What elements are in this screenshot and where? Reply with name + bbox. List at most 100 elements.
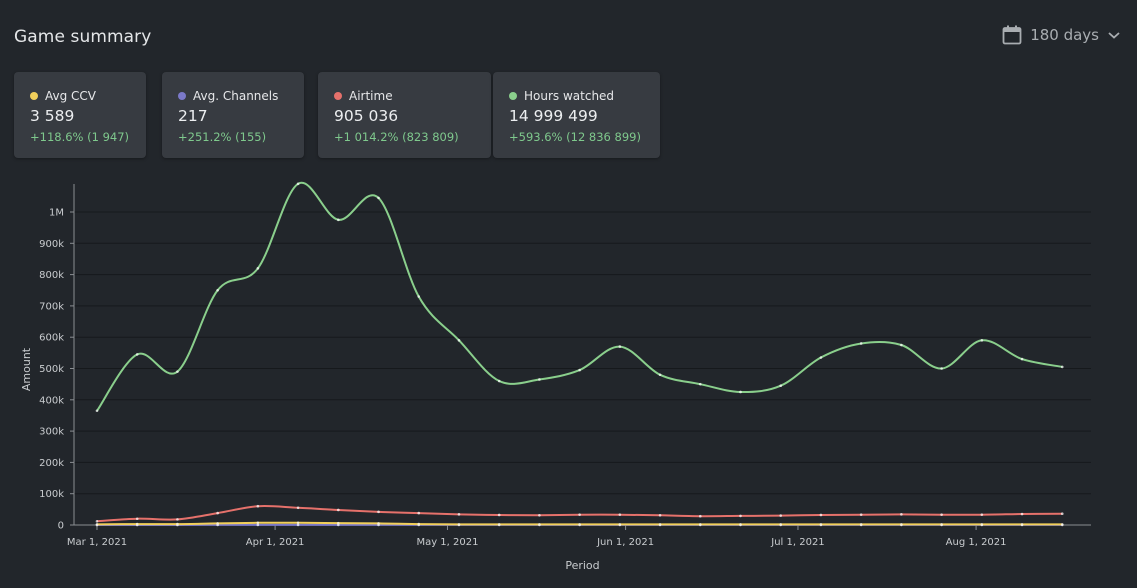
x-tick-label: Jul 1, 2021 <box>770 537 824 548</box>
data-point-airtime <box>135 517 139 521</box>
data-point-avg-ccv <box>578 523 581 526</box>
data-point-avg-ccv <box>658 523 662 526</box>
page-title: Game summary <box>14 27 152 47</box>
series-line-hours-watched <box>96 181 1063 412</box>
y-tick-label: 100k <box>39 489 64 500</box>
data-point-airtime <box>216 511 219 515</box>
data-point-avg-ccv <box>457 523 461 526</box>
airtime-dot <box>334 92 342 100</box>
avg-ccv-dot <box>30 92 38 100</box>
x-tick-label: Mar 1, 2021 <box>67 537 127 548</box>
card-value: 14 999 499 <box>509 107 598 125</box>
data-point-airtime <box>417 511 421 515</box>
data-point-airtime <box>1020 512 1024 516</box>
card-delta: +1 014.2% (823 809) <box>334 130 459 144</box>
data-point-hours-watched <box>1060 365 1064 369</box>
y-tick-label: 200k <box>39 458 64 469</box>
data-point-airtime <box>578 513 581 516</box>
y-tick-label: 1M <box>49 208 64 219</box>
data-point-hours-watched <box>377 196 380 200</box>
data-point-hours-watched <box>618 345 622 348</box>
data-point-avg-ccv <box>859 523 863 526</box>
data-point-airtime <box>739 514 742 518</box>
x-axis-title: Period <box>565 559 599 572</box>
data-point-airtime <box>296 506 300 510</box>
chevron-down-icon <box>1107 30 1121 40</box>
data-point-airtime <box>95 519 99 523</box>
data-point-airtime <box>1060 512 1064 516</box>
y-tick-label: 900k <box>39 239 64 250</box>
data-point-airtime <box>618 513 622 516</box>
data-point-airtime <box>658 513 662 517</box>
data-point-hours-watched <box>497 379 501 383</box>
y-tick-label: 300k <box>39 427 64 438</box>
y-tick-label: 800k <box>39 270 64 281</box>
data-point-hours-watched <box>900 343 903 347</box>
data-point-airtime <box>779 514 783 517</box>
data-point-avg-ccv <box>176 522 179 526</box>
data-point-hours-watched <box>578 368 581 372</box>
data-point-hours-watched <box>819 356 823 359</box>
y-tick-label: 700k <box>39 301 64 312</box>
data-point-airtime <box>980 513 984 516</box>
hours-watched-dot <box>509 92 517 100</box>
card-label: Avg CCV <box>45 89 97 103</box>
data-point-avg-channels <box>337 523 340 527</box>
data-point-avg-ccv <box>135 522 139 526</box>
data-point-hours-watched <box>859 342 863 345</box>
line-chart: 0 100k 200k 300k 400k 500k 600k 700k 800k 900k 1M M… <box>20 181 1091 572</box>
data-point-hours-watched <box>940 367 943 370</box>
data-point-airtime <box>859 513 863 516</box>
data-point-hours-watched <box>779 384 783 388</box>
data-point-avg-ccv <box>618 523 622 526</box>
card-delta: +118.6% (1 947) <box>30 130 130 144</box>
data-point-hours-watched <box>216 288 219 292</box>
data-point-hours-watched <box>296 182 300 186</box>
data-point-avg-ccv <box>698 523 702 526</box>
data-point-airtime <box>819 513 823 517</box>
range-label: 180 days <box>1030 26 1099 44</box>
data-point-airtime <box>176 518 179 521</box>
data-point-airtime <box>900 513 903 516</box>
data-point-airtime <box>256 504 260 508</box>
data-point-hours-watched <box>176 370 179 373</box>
data-point-avg-ccv <box>497 523 501 526</box>
data-point-hours-watched <box>698 382 702 386</box>
avg-channels-dot <box>178 92 186 100</box>
data-point-airtime <box>457 513 461 516</box>
data-point-hours-watched <box>739 390 742 394</box>
data-point-airtime <box>538 513 541 517</box>
y-tick-label: 400k <box>39 395 64 406</box>
data-point-avg-ccv <box>900 523 903 526</box>
y-tick-label: 500k <box>39 364 64 375</box>
data-point-avg-ccv <box>779 523 783 526</box>
data-point-airtime <box>698 514 702 518</box>
data-point-avg-ccv <box>1020 523 1024 526</box>
card-label: Airtime <box>349 89 393 103</box>
data-point-airtime <box>497 513 501 517</box>
data-point-avg-ccv <box>296 521 300 525</box>
data-point-hours-watched <box>980 339 984 342</box>
data-point-hours-watched <box>95 409 99 413</box>
y-axis-title: Amount <box>20 347 33 391</box>
data-point-avg-ccv <box>819 523 823 526</box>
data-point-avg-ccv <box>337 521 340 525</box>
card-hours-watched: Hours watched 14 999 499 +593.6% (12 836… <box>493 72 660 158</box>
range-selector[interactable]: 180 days <box>1002 25 1121 45</box>
card-label: Hours watched <box>524 89 615 103</box>
data-point-avg-channels <box>296 523 300 527</box>
data-point-avg-ccv <box>538 523 541 526</box>
card-avg-ccv: Avg CCV 3 589 +118.6% (1 947) <box>14 72 146 158</box>
data-point-avg-ccv <box>980 523 984 526</box>
data-point-hours-watched <box>457 339 461 342</box>
card-airtime: Airtime 905 036 +1 014.2% (823 809) <box>318 72 491 158</box>
data-point-hours-watched <box>337 218 340 222</box>
card-delta: +251.2% (155) <box>178 130 267 144</box>
x-tick-label: Jun 1, 2021 <box>596 537 654 548</box>
data-point-avg-ccv <box>417 522 421 526</box>
data-point-hours-watched <box>538 378 541 381</box>
card-delta: +593.6% (12 836 899) <box>509 130 641 144</box>
x-tick-label: Aug 1, 2021 <box>946 537 1007 548</box>
data-point-hours-watched <box>256 267 260 270</box>
data-point-hours-watched <box>417 295 421 298</box>
